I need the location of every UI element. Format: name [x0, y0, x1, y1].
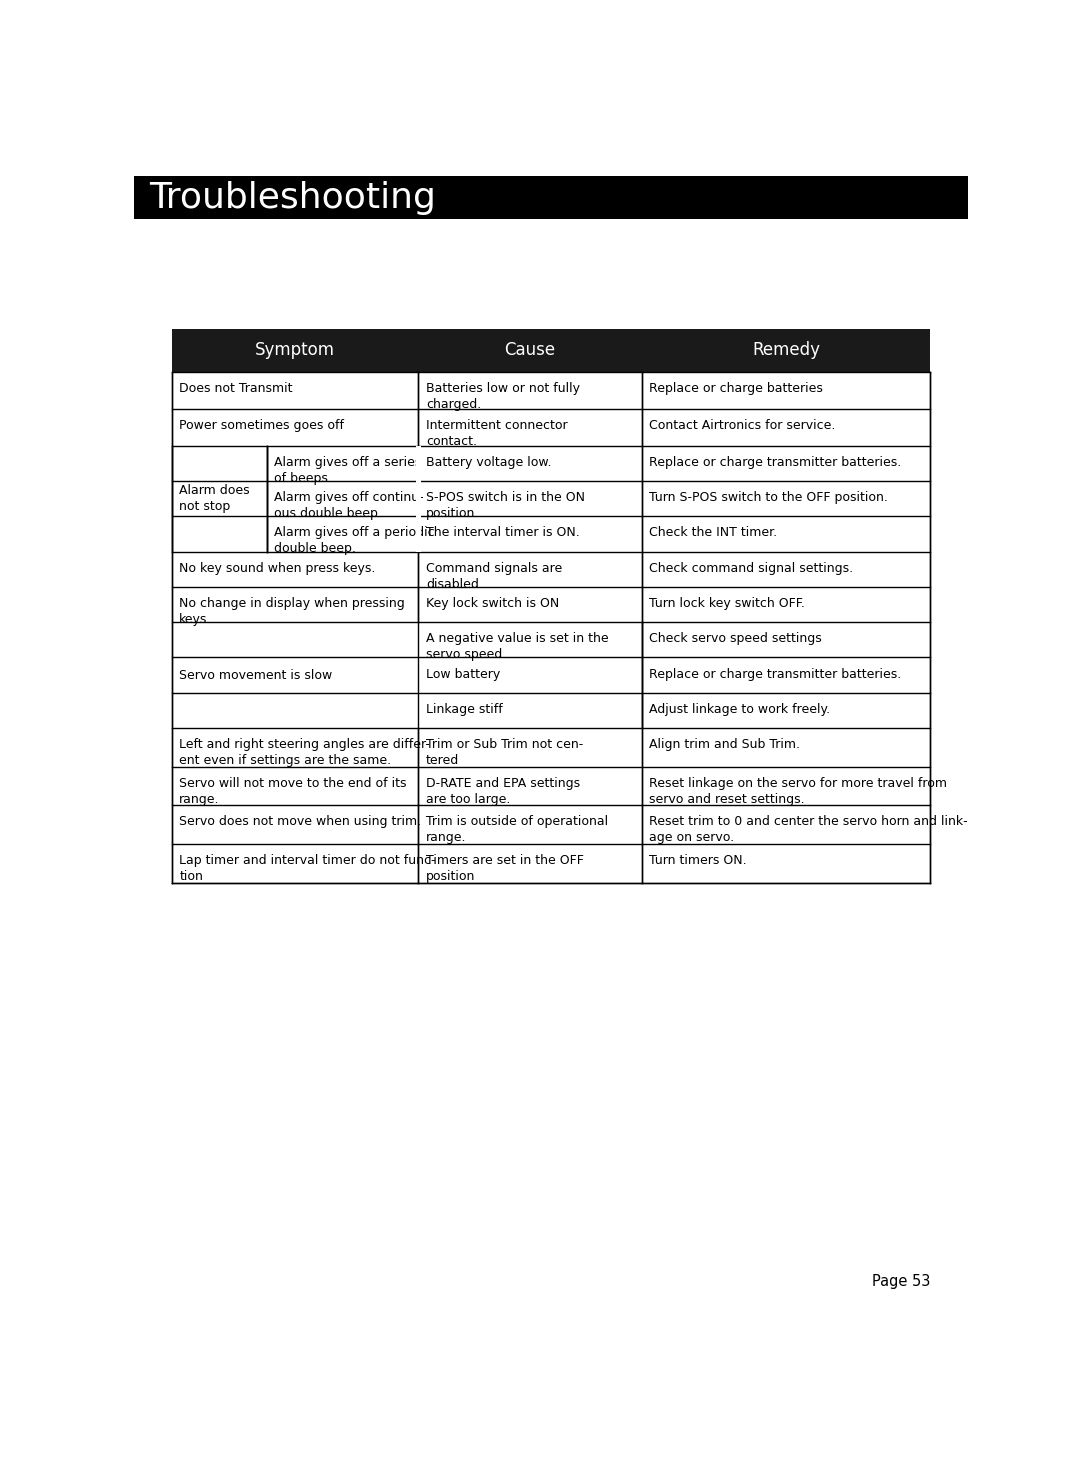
- Text: Check command signal settings.: Check command signal settings.: [649, 562, 854, 574]
- Bar: [416, 446, 420, 552]
- Text: Page 53: Page 53: [872, 1274, 930, 1289]
- Bar: [172, 329, 930, 371]
- Text: Trim or Sub Trim not cen-
tered: Trim or Sub Trim not cen- tered: [426, 738, 583, 768]
- Text: Check the INT timer.: Check the INT timer.: [649, 527, 777, 539]
- Text: Left and right steering angles are differ-
ent even if settings are the same.: Left and right steering angles are diffe…: [180, 738, 430, 768]
- Text: Reset trim to 0 and center the servo horn and link-
age on servo.: Reset trim to 0 and center the servo hor…: [649, 816, 969, 844]
- Text: Servo does not move when using trim.: Servo does not move when using trim.: [180, 816, 421, 828]
- Text: No change in display when pressing
keys: No change in display when pressing keys: [180, 597, 405, 625]
- Text: Contact Airtronics for service.: Contact Airtronics for service.: [649, 418, 835, 432]
- Text: Power sometimes goes off: Power sometimes goes off: [180, 418, 344, 432]
- Text: Reset linkage on the servo for more travel from
servo and reset settings.: Reset linkage on the servo for more trav…: [649, 777, 947, 806]
- Text: Replace or charge transmitter batteries.: Replace or charge transmitter batteries.: [649, 457, 902, 468]
- Text: Batteries low or not fully
charged.: Batteries low or not fully charged.: [426, 382, 579, 411]
- Text: Replace or charge batteries: Replace or charge batteries: [649, 382, 823, 395]
- Bar: [134, 176, 968, 219]
- Text: Lap timer and interval timer do not func-
tion: Lap timer and interval timer do not func…: [180, 854, 435, 884]
- Text: Battery voltage low.: Battery voltage low.: [426, 457, 551, 468]
- Text: S-POS switch is in the ON
position.: S-POS switch is in the ON position.: [426, 492, 585, 520]
- Text: Adjust linkage to work freely.: Adjust linkage to work freely.: [649, 703, 831, 716]
- Text: Trim is outside of operational
range.: Trim is outside of operational range.: [426, 816, 607, 844]
- Text: Alarm gives off a series
of beeps.: Alarm gives off a series of beeps.: [274, 457, 421, 484]
- Text: D-RATE and EPA settings
are too large.: D-RATE and EPA settings are too large.: [426, 777, 579, 806]
- Text: Remedy: Remedy: [751, 341, 820, 360]
- Text: Does not Transmit: Does not Transmit: [180, 382, 292, 395]
- Text: Timers are set in the OFF
position: Timers are set in the OFF position: [426, 854, 584, 884]
- Text: Turn S-POS switch to the OFF position.: Turn S-POS switch to the OFF position.: [649, 492, 888, 504]
- Text: Align trim and Sub Trim.: Align trim and Sub Trim.: [649, 738, 801, 752]
- Text: Servo will not move to the end of its
range.: Servo will not move to the end of its ra…: [180, 777, 406, 806]
- Text: Alarm does
not stop: Alarm does not stop: [180, 484, 250, 514]
- Text: No key sound when press keys.: No key sound when press keys.: [180, 562, 376, 574]
- Text: Linkage stiff: Linkage stiff: [426, 703, 502, 716]
- Text: Low battery: Low battery: [426, 668, 500, 681]
- Text: Cause: Cause: [504, 341, 556, 360]
- Text: Key lock switch is ON: Key lock switch is ON: [426, 597, 559, 611]
- Text: Alarm gives off a periodic
double beep.: Alarm gives off a periodic double beep.: [274, 527, 435, 555]
- Text: The interval timer is ON.: The interval timer is ON.: [426, 527, 579, 539]
- Text: Turn lock key switch OFF.: Turn lock key switch OFF.: [649, 597, 805, 611]
- Text: Alarm gives off continu-
ous double beep.: Alarm gives off continu- ous double beep…: [274, 492, 424, 520]
- Text: Symptom: Symptom: [255, 341, 335, 360]
- Text: Check servo speed settings: Check servo speed settings: [649, 633, 822, 646]
- Text: Replace or charge transmitter batteries.: Replace or charge transmitter batteries.: [649, 668, 902, 681]
- Text: Command signals are
disabled.: Command signals are disabled.: [426, 562, 562, 590]
- Text: Servo movement is slow: Servo movement is slow: [180, 668, 332, 681]
- Text: Turn timers ON.: Turn timers ON.: [649, 854, 747, 868]
- Text: Troubleshooting: Troubleshooting: [149, 181, 436, 214]
- Text: Intermittent connector
contact.: Intermittent connector contact.: [426, 418, 568, 448]
- Text: A negative value is set in the
servo speed.: A negative value is set in the servo spe…: [426, 633, 608, 661]
